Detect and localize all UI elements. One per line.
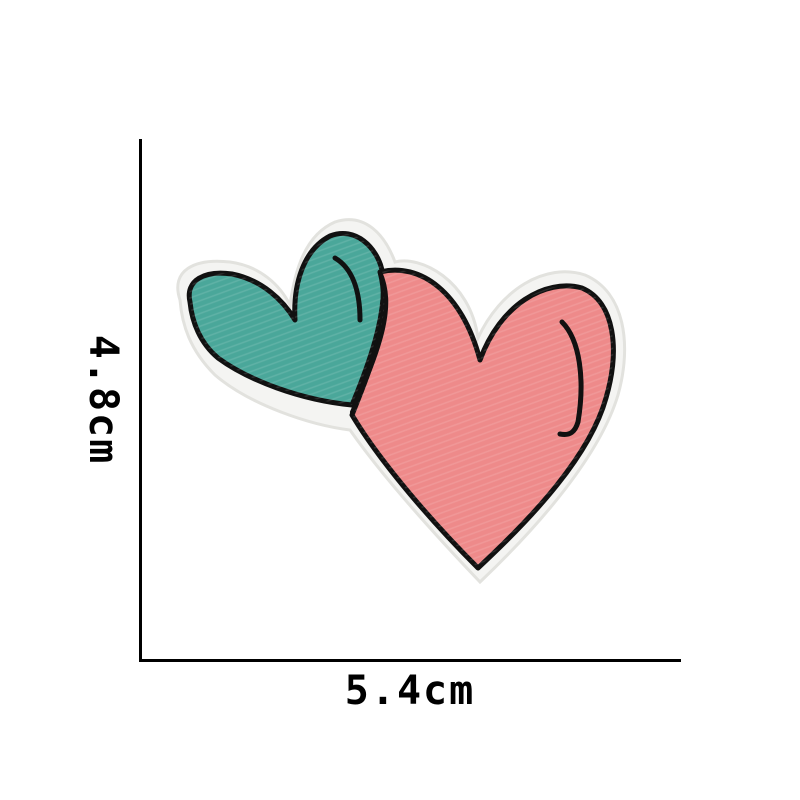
width-label: 5.4cm [344,668,476,714]
pink-heart [349,267,616,571]
height-dimension-line [139,139,142,662]
teal-heart [186,231,386,408]
width-dimension-line [139,659,681,662]
